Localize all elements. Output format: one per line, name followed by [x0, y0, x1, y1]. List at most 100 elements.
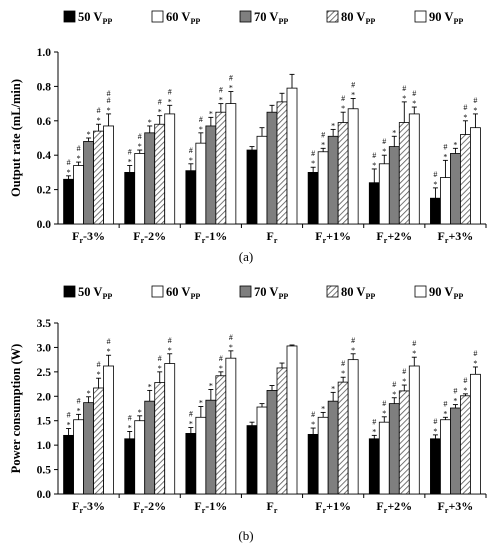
legend-item: 90 VPP	[414, 10, 463, 26]
bar	[460, 134, 471, 225]
significance-asterisk: *	[168, 97, 172, 106]
bar	[205, 125, 217, 225]
significance-asterisk: *	[341, 104, 345, 113]
significance-hash: #	[229, 74, 233, 83]
bar	[440, 177, 451, 225]
legend-swatch	[326, 10, 339, 23]
x-tick-label: Fr-1%	[194, 499, 227, 515]
bar	[103, 125, 114, 225]
bar	[93, 130, 104, 225]
significance-asterisk: *	[229, 343, 233, 352]
bar	[368, 438, 380, 495]
bar	[195, 416, 207, 495]
significance-asterisk: *	[392, 390, 396, 399]
bar	[164, 363, 176, 495]
bar	[317, 416, 329, 495]
bar	[256, 406, 268, 495]
x-tick-label: Fr-3%	[72, 229, 105, 245]
bar	[134, 420, 146, 495]
significance-asterisk: *	[128, 158, 132, 167]
x-tick-label: Fr+2%	[376, 499, 412, 515]
bar	[368, 182, 380, 225]
bar	[185, 433, 197, 495]
bar	[286, 87, 298, 225]
y-tick-label: 0.5	[37, 465, 52, 477]
significance-asterisk: *	[77, 154, 81, 163]
bar	[103, 365, 114, 495]
significance-asterisk: *	[189, 156, 193, 165]
legend-item: 60 VPP	[151, 285, 200, 301]
significance-asterisk: *	[148, 382, 152, 391]
bar	[63, 178, 74, 225]
x-tick-label: Fr	[267, 499, 278, 515]
x-tick-label: Fr-2%	[133, 229, 166, 245]
bar	[378, 421, 390, 495]
bar	[144, 400, 156, 495]
significance-asterisk: *	[402, 377, 406, 386]
significance-asterisk: *	[219, 364, 223, 373]
significance-asterisk: *	[463, 386, 467, 395]
legend-swatch	[239, 285, 252, 298]
legend-label: 70 VPP	[254, 285, 288, 301]
bar	[83, 402, 94, 495]
significance-hash: #	[168, 336, 172, 345]
significance-hash: #	[128, 413, 132, 422]
significance-hash: #	[341, 94, 345, 103]
significance-hash: #	[463, 103, 467, 112]
bar	[307, 433, 319, 495]
panel-label-b: (b)	[238, 528, 253, 543]
significance-asterisk: *	[97, 116, 101, 125]
significance-asterisk: *	[402, 94, 406, 103]
significance-hash: #	[311, 149, 315, 158]
significance-asterisk: *	[77, 406, 81, 415]
significance-asterisk: *	[372, 427, 376, 436]
legend-item: 60 VPP	[151, 10, 200, 26]
significance-hash: #	[402, 367, 406, 376]
significance-hash: #	[412, 339, 416, 348]
bar	[246, 425, 258, 495]
significance-asterisk: *	[412, 99, 416, 108]
bar	[164, 113, 176, 225]
significance-hash: #	[128, 148, 132, 157]
legend-item: 70 VPP	[239, 10, 288, 26]
bar	[276, 367, 288, 495]
significance-hash: #	[412, 89, 416, 98]
bar	[408, 113, 420, 225]
legend-swatch	[151, 10, 164, 23]
bar	[347, 359, 359, 495]
bar	[63, 434, 74, 495]
legend-item: 50 VPP	[63, 10, 112, 26]
x-tick-label: Fr+2%	[376, 229, 412, 245]
significance-hash: #	[189, 410, 193, 419]
significance-asterisk: *	[443, 152, 447, 161]
bar	[398, 122, 410, 225]
significance-hash: #	[189, 146, 193, 155]
y-tick-label: 3.0	[37, 342, 52, 354]
significance-asterisk: *	[382, 409, 386, 418]
significance-asterisk: *	[473, 359, 477, 368]
bar	[460, 395, 471, 495]
significance-hash: #	[67, 158, 71, 167]
significance-asterisk: *	[87, 389, 91, 398]
significance-hash: #	[372, 417, 376, 426]
y-tick-label: 0.6	[37, 116, 52, 128]
significance-asterisk: *	[67, 421, 71, 430]
significance-hash: #	[158, 354, 162, 363]
significance-asterisk: *	[209, 381, 213, 390]
bar	[73, 165, 84, 225]
bar	[73, 419, 84, 495]
chart-power-consumption: Power consumption (W) 0.0 0.5 1.0 1.5 2.0 2.5 3…	[9, 318, 487, 515]
significance-asterisk: *	[392, 128, 396, 137]
legend-top: 50 VPP 60 VPP 70 VPP 80 VPP 90 VPP	[63, 10, 463, 26]
significance-hash: #	[392, 380, 396, 389]
significance-hash: #	[433, 417, 437, 426]
bar	[246, 149, 258, 225]
y-tick-label: 3.5	[37, 318, 52, 330]
bar	[398, 390, 410, 495]
significance-hash: #	[463, 376, 467, 385]
y-tick-label: 2.5	[37, 367, 52, 379]
significance-asterisk: *	[107, 347, 111, 356]
significance-hash: #	[453, 387, 457, 396]
significance-asterisk: *	[209, 109, 213, 118]
significance-hash: #	[229, 333, 233, 342]
